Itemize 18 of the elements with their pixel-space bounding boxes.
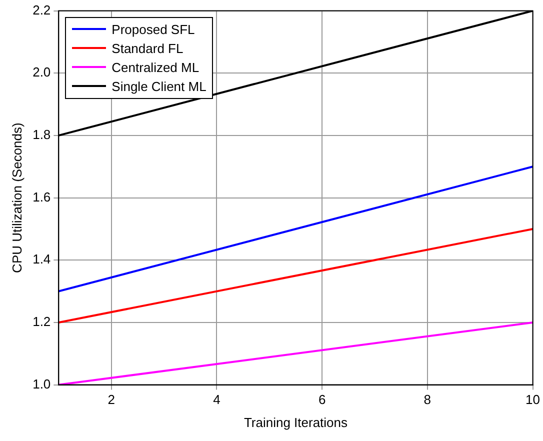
y-tick-label: 1.8: [32, 127, 51, 142]
x-tick-label: 2: [108, 392, 115, 408]
x-tick-label: 4: [213, 392, 220, 408]
x-axis-title: Training Iterations: [244, 414, 348, 430]
x-tick-label: 6: [318, 392, 326, 408]
legend-label: Standard FL: [112, 40, 184, 56]
x-tick-label: 10: [526, 392, 540, 408]
y-tick-label: 1.4: [32, 252, 51, 267]
legend-label: Single Client ML: [112, 78, 206, 94]
y-tick-label: 1.0: [32, 376, 51, 392]
legend-label: Proposed SFL: [112, 22, 195, 37]
y-tick-label: 1.2: [32, 314, 51, 330]
y-tick-label: 2.0: [32, 64, 51, 80]
y-axis-title: CPU Utilization (Seconds): [9, 122, 24, 273]
y-tick-label: 2.2: [32, 2, 51, 18]
y-tick-label: 1.6: [32, 189, 51, 204]
legend-label: Centralized ML: [112, 60, 200, 75]
x-tick-label: 8: [424, 392, 432, 408]
